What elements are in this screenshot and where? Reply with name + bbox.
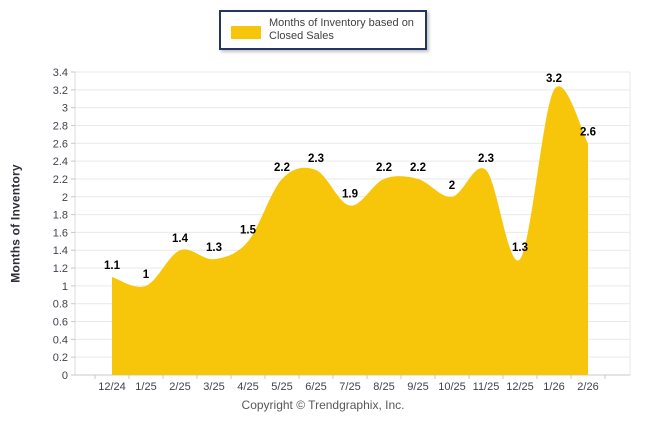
x-tick-labels: 12/24 1/25 2/25 3/25 4/25 5/25 6/25 7/25 8/25 9/2… — [98, 381, 598, 393]
svg-text:2.2: 2.2 — [410, 162, 426, 174]
svg-text:2.2: 2.2 — [53, 174, 68, 186]
svg-text:2.2: 2.2 — [376, 162, 392, 174]
x-ticks — [94, 375, 606, 379]
svg-text:1.1: 1.1 — [104, 260, 121, 272]
svg-text:2.3: 2.3 — [478, 153, 494, 165]
svg-text:0.6: 0.6 — [53, 317, 68, 329]
svg-text:1.4: 1.4 — [172, 233, 189, 245]
svg-text:2: 2 — [62, 192, 68, 204]
svg-text:10/25: 10/25 — [438, 381, 466, 393]
svg-text:12/25: 12/25 — [506, 381, 534, 393]
svg-text:9/25: 9/25 — [407, 381, 428, 393]
svg-text:1: 1 — [143, 269, 150, 281]
svg-text:3.4: 3.4 — [53, 67, 68, 79]
svg-text:3/25: 3/25 — [203, 381, 224, 393]
svg-text:2.6: 2.6 — [580, 126, 596, 138]
inventory-area-series — [112, 86, 588, 375]
y-tick-labels: 0 0.2 0.4 0.6 0.8 1 1.2 1.4 1.6 1.8 2 2.2 2.4 2.6 2.8 3… — [53, 67, 75, 382]
svg-text:11/25: 11/25 — [473, 381, 500, 393]
svg-text:12/24: 12/24 — [98, 381, 126, 393]
svg-text:1.5: 1.5 — [240, 224, 257, 236]
svg-text:0.8: 0.8 — [53, 299, 68, 311]
legend-label: Months of Inventory based on Closed Sale… — [269, 17, 414, 42]
svg-text:0: 0 — [62, 370, 68, 382]
data-labels: 1.1 1 1.4 1.3 1.5 2.2 2.3 1.9 2.2 2.2 2 2.3 1.3 3.2 2.… — [104, 73, 596, 281]
svg-text:1.9: 1.9 — [342, 189, 358, 201]
svg-text:2/26: 2/26 — [577, 381, 598, 393]
svg-text:1.3: 1.3 — [512, 242, 528, 254]
copyright-text: Copyright © Trendgraphix, Inc. — [241, 398, 405, 412]
svg-text:1/25: 1/25 — [135, 381, 156, 393]
svg-text:2.2: 2.2 — [274, 162, 290, 174]
svg-text:1.4: 1.4 — [53, 245, 68, 257]
svg-text:2.8: 2.8 — [53, 120, 68, 132]
svg-text:1.6: 1.6 — [53, 227, 68, 239]
svg-text:2: 2 — [449, 180, 455, 192]
svg-text:0.4: 0.4 — [53, 334, 68, 346]
svg-text:0.2: 0.2 — [53, 352, 68, 364]
svg-text:1.3: 1.3 — [206, 242, 222, 254]
legend-swatch — [231, 25, 261, 39]
chart-legend: Months of Inventory based on Closed Sale… — [219, 10, 427, 50]
svg-text:6/25: 6/25 — [305, 381, 326, 393]
svg-text:3: 3 — [62, 103, 68, 115]
svg-text:2/25: 2/25 — [169, 381, 190, 393]
svg-text:1/26: 1/26 — [543, 381, 564, 393]
svg-text:4/25: 4/25 — [237, 381, 258, 393]
svg-text:3.2: 3.2 — [546, 73, 562, 85]
svg-text:2.6: 2.6 — [53, 138, 68, 150]
svg-text:1.8: 1.8 — [53, 210, 68, 222]
svg-text:5/25: 5/25 — [271, 381, 292, 393]
svg-text:2.4: 2.4 — [53, 156, 68, 168]
svg-text:1.2: 1.2 — [53, 263, 68, 275]
svg-text:7/25: 7/25 — [339, 381, 360, 393]
svg-text:8/25: 8/25 — [373, 381, 394, 393]
svg-text:2.3: 2.3 — [308, 153, 324, 165]
svg-text:1: 1 — [62, 281, 68, 293]
svg-text:3.2: 3.2 — [53, 85, 68, 97]
